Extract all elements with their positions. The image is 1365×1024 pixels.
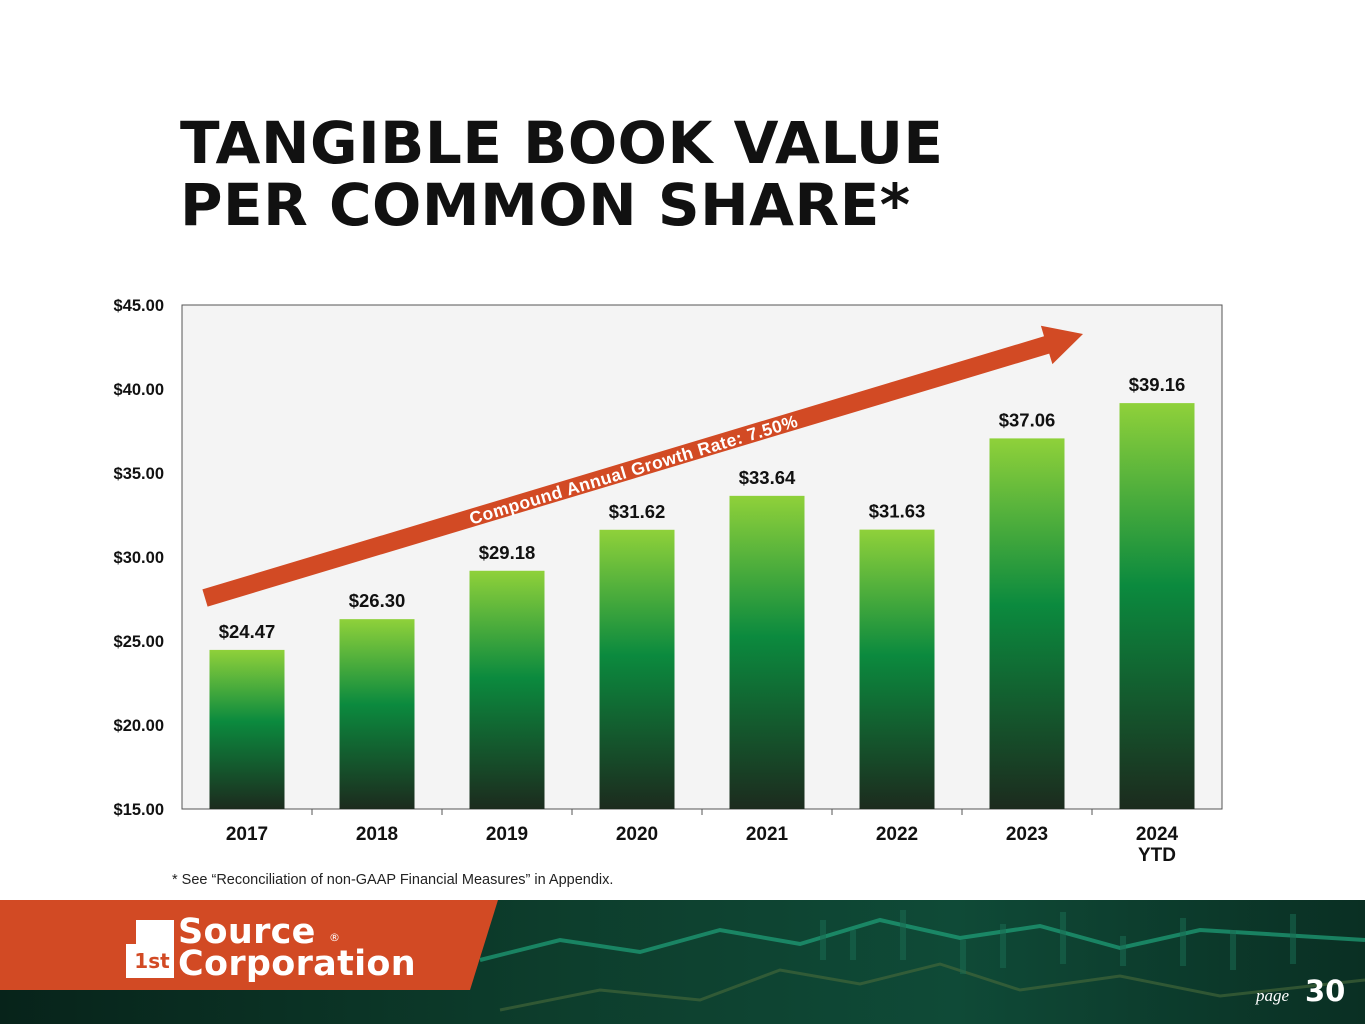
market-chart-background: [479, 910, 1365, 1012]
page-number: 30: [1305, 974, 1346, 1008]
data-label: $31.62: [609, 501, 666, 522]
x-tick-label: 2024: [1136, 824, 1179, 845]
logo-mark-text: 1st: [134, 949, 170, 973]
x-tick-label: YTD: [1138, 845, 1176, 866]
y-tick-label: $15.00: [114, 801, 164, 819]
page-title: TANGIBLE BOOK VALUE PER COMMON SHARE*: [180, 112, 944, 236]
data-label: $31.63: [869, 501, 926, 522]
data-label: $37.06: [999, 409, 1056, 430]
y-tick-label: $40.00: [114, 381, 164, 399]
data-label: $26.30: [349, 590, 406, 611]
x-tick-label: 2017: [226, 824, 268, 845]
bar: [1119, 403, 1195, 809]
footer-banner: 1st Source ® Corporation page 30: [0, 900, 1365, 1024]
page-title-line-2: PER COMMON SHARE*: [180, 171, 911, 239]
x-tick-label: 2019: [486, 824, 528, 845]
y-tick-label: $45.00: [114, 297, 164, 315]
brand-panel: [0, 900, 498, 990]
y-tick-label: $20.00: [114, 717, 164, 735]
x-tick-label: 2020: [616, 824, 658, 845]
growth-arrow: [202, 325, 1083, 607]
bar: [989, 438, 1065, 809]
bar: [729, 495, 805, 809]
bar: [339, 619, 415, 809]
bar: [859, 529, 935, 809]
x-tick-label: 2023: [1006, 824, 1048, 845]
y-tick-label: $35.00: [114, 465, 164, 483]
y-tick-label: $25.00: [114, 633, 164, 651]
bar: [469, 570, 545, 809]
tbv-bar-chart: $15.00 $20.00 $25.00 $30.00 $35.00 $40.00 $45.…: [114, 297, 1223, 866]
bar: [599, 529, 675, 809]
logo-mark-icon: 1st: [126, 920, 174, 978]
logo-registered-mark: ®: [329, 931, 340, 944]
data-label: $33.64: [739, 467, 796, 488]
logo-word-source: Source: [178, 912, 316, 952]
x-tick-label: 2021: [746, 824, 789, 845]
page-label: page: [1256, 986, 1290, 1005]
x-tick-label: 2022: [876, 824, 918, 845]
logo-word-corporation: Corporation: [178, 944, 416, 984]
data-label: $39.16: [1129, 374, 1186, 395]
y-tick-label: $30.00: [114, 549, 164, 567]
bar: [209, 649, 285, 809]
data-label: $24.47: [219, 621, 276, 642]
footnote: * See “Reconciliation of non-GAAP Financ…: [172, 872, 614, 888]
page-title-line-1: TANGIBLE BOOK VALUE: [180, 109, 944, 177]
x-tick-label: 2018: [356, 824, 398, 845]
data-label: $29.18: [479, 542, 536, 563]
